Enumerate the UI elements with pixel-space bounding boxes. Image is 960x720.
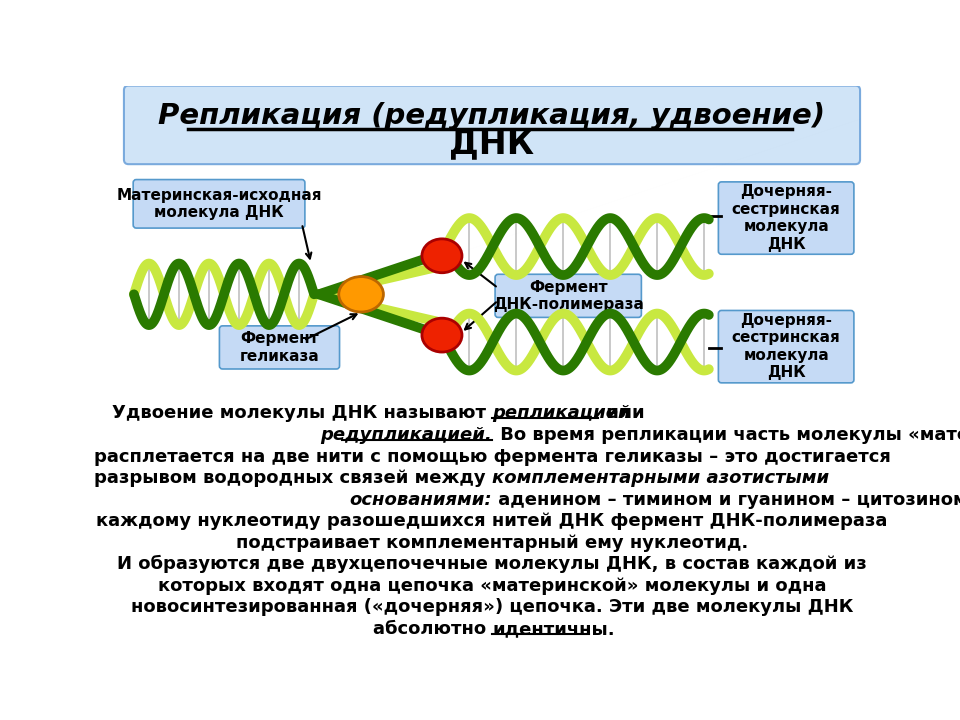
Text: Дочерняя-
сестринская
молекула
ДНК: Дочерняя- сестринская молекула ДНК: [732, 313, 841, 380]
Text: Материнская-исходная
молекула ДНК: Материнская-исходная молекула ДНК: [116, 188, 322, 220]
Text: комплементарными азотистыми: комплементарными азотистыми: [492, 469, 829, 487]
Text: репликацией: репликацией: [492, 405, 631, 423]
Text: Удвоение молекулы ДНК называют: Удвоение молекулы ДНК называют: [111, 405, 492, 423]
Text: основаниями:: основаниями:: [349, 490, 492, 508]
Ellipse shape: [339, 276, 383, 312]
FancyBboxPatch shape: [718, 182, 853, 254]
Text: Репликация (редупликация, удвоение): Репликация (редупликация, удвоение): [158, 102, 826, 130]
Ellipse shape: [422, 239, 462, 273]
FancyBboxPatch shape: [495, 274, 641, 318]
Text: каждому нуклеотиду разошедшихся нитей ДНК фермент ДНК-полимераза: каждому нуклеотиду разошедшихся нитей ДН…: [96, 512, 888, 530]
Text: редупликацией.: редупликацией.: [321, 426, 492, 444]
Text: идентичны.: идентичны.: [492, 620, 614, 638]
Text: новосинтезированная («дочерняя») цепочка. Эти две молекулы ДНК: новосинтезированная («дочерняя») цепочка…: [131, 598, 853, 616]
Text: аденином – тимином и гуанином – цитозином. Далее к: аденином – тимином и гуанином – цитозино…: [492, 490, 960, 508]
Text: подстраивает комплементарный ему нуклеотид.: подстраивает комплементарный ему нуклеот…: [236, 534, 748, 552]
FancyBboxPatch shape: [133, 179, 305, 228]
Text: Фермент
геликаза: Фермент геликаза: [240, 331, 320, 364]
Text: расплетается на две нити с помощью фермента геликазы – это достигается: расплетается на две нити с помощью ферме…: [93, 448, 891, 466]
Text: которых входят одна цепочка «материнской» молекулы и одна: которых входят одна цепочка «материнской…: [157, 577, 827, 595]
Ellipse shape: [422, 318, 462, 352]
Text: Дочерняя-
сестринская
молекула
ДНК: Дочерняя- сестринская молекула ДНК: [732, 184, 841, 252]
Text: или: или: [600, 405, 644, 423]
Text: Фермент
ДНК-полимераза: Фермент ДНК-полимераза: [492, 279, 643, 312]
FancyBboxPatch shape: [220, 326, 340, 369]
Text: абсолютно: абсолютно: [372, 620, 492, 638]
Text: разрывом водородных связей между: разрывом водородных связей между: [94, 469, 492, 487]
Text: ДНК: ДНК: [449, 127, 535, 161]
Text: И образуются две двухцепочечные молекулы ДНК, в состав каждой из: И образуются две двухцепочечные молекулы…: [117, 555, 867, 574]
FancyBboxPatch shape: [124, 86, 860, 164]
Text: Во время репликации часть молекулы «материнской» ДНК: Во время репликации часть молекулы «мате…: [493, 426, 960, 444]
FancyBboxPatch shape: [718, 310, 853, 383]
